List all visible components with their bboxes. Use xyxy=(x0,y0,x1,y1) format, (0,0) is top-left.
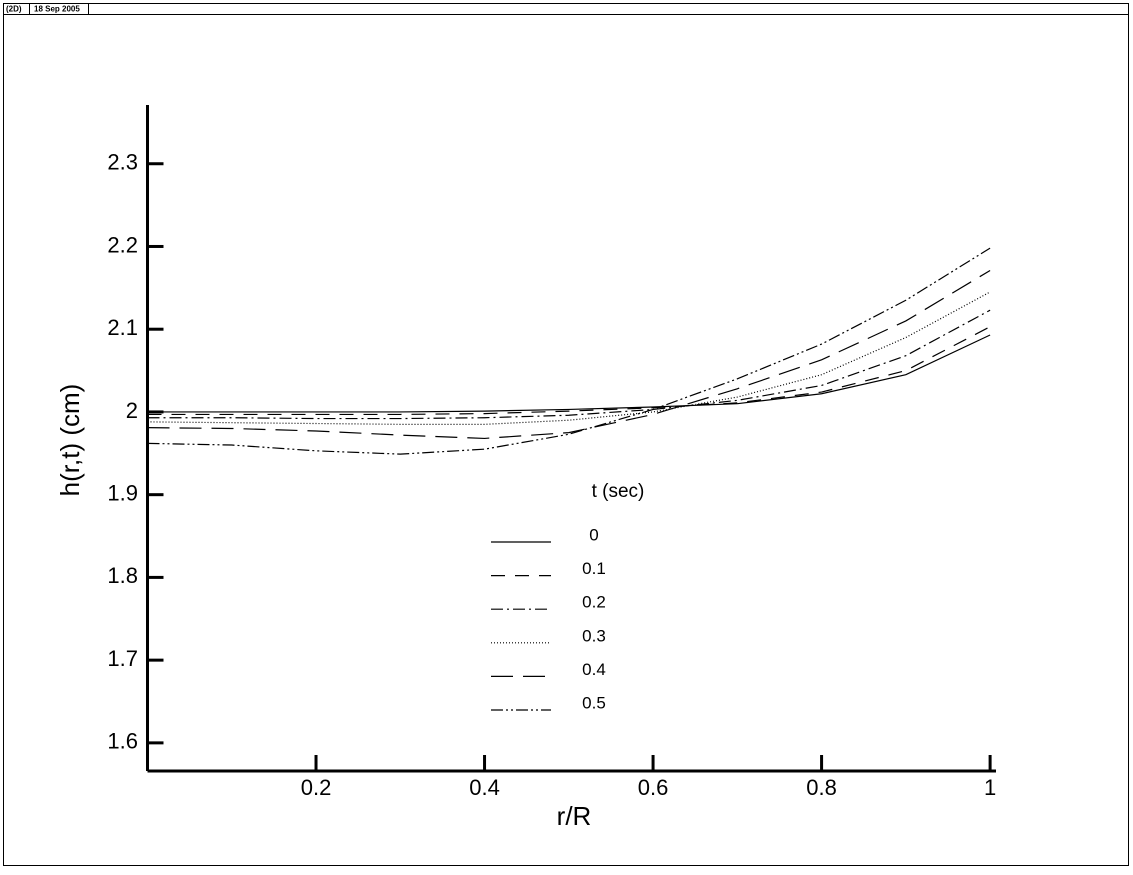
header-mode: (2D) xyxy=(6,5,22,14)
data-line xyxy=(147,247,991,455)
legend-label: 0.1 xyxy=(582,559,606,578)
y-tick-label: 2.1 xyxy=(107,315,138,340)
y-tick-label: 1.7 xyxy=(107,646,138,671)
x-tick-label: 0.4 xyxy=(469,775,500,800)
legend-label: 0.4 xyxy=(582,660,606,679)
data-line xyxy=(147,334,991,413)
data-line xyxy=(147,291,991,425)
y-tick-label: 2.2 xyxy=(107,232,138,257)
legend-title: t (sec) xyxy=(592,481,645,502)
legend-label: 0.5 xyxy=(582,693,606,712)
x-tick-label: 0.8 xyxy=(806,775,837,800)
legend-label: 0 xyxy=(589,525,598,544)
header-date: 18 Sep 2005 xyxy=(34,5,80,14)
legend-label: 0.2 xyxy=(582,593,606,612)
data-line xyxy=(147,326,991,416)
y-tick-label: 2.3 xyxy=(107,150,138,175)
y-tick-label: 1.8 xyxy=(107,563,138,588)
y-tick-label: 2 xyxy=(126,398,138,423)
x-tick-label: 0.6 xyxy=(638,775,669,800)
x-tick-label: 0.2 xyxy=(301,775,332,800)
data-line xyxy=(147,309,991,420)
x-tick-label: 1 xyxy=(984,775,996,800)
data-line xyxy=(147,269,991,440)
y-tick-label: 1.9 xyxy=(107,480,138,505)
x-axis-title: r/R xyxy=(557,801,592,831)
y-axis-title: h(r,t) (cm) xyxy=(55,384,85,497)
frame xyxy=(3,3,1129,866)
legend-label: 0.3 xyxy=(582,626,606,645)
y-tick-label: 1.6 xyxy=(107,729,138,754)
